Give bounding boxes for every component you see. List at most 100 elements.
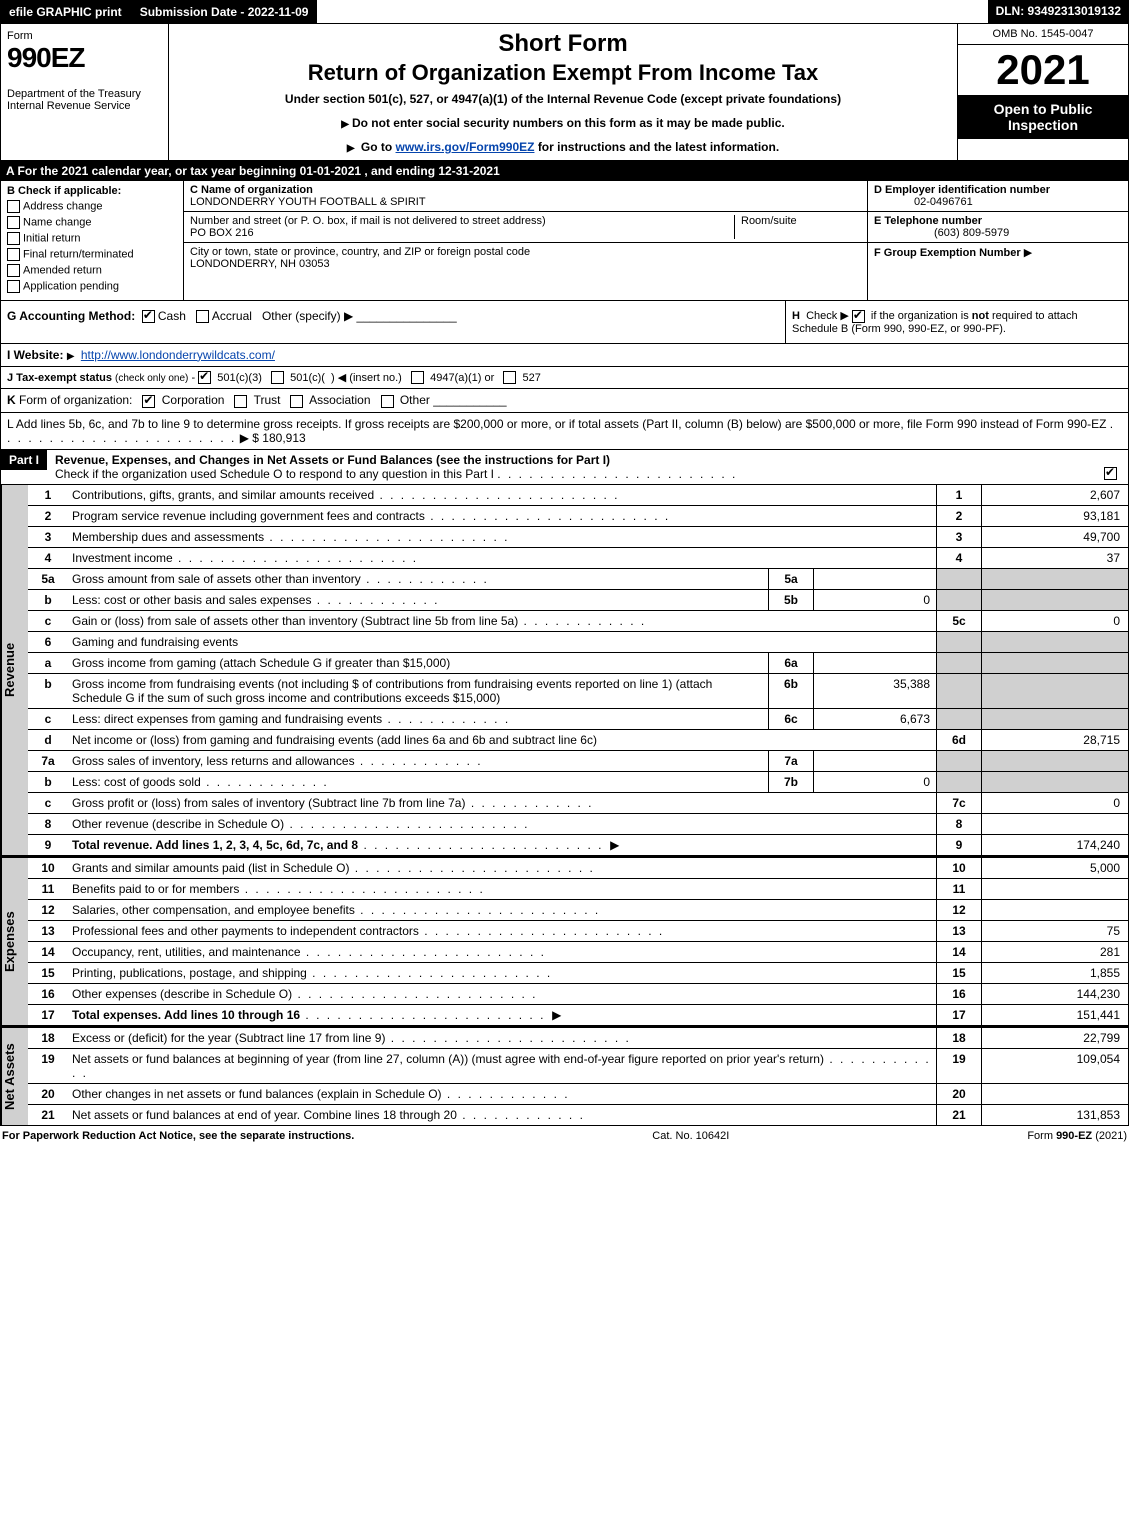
d-ein: D Employer identification number 02-0496… — [868, 181, 1128, 212]
spacer — [317, 0, 987, 24]
line-1: 1Contributions, gifts, grants, and simil… — [28, 485, 1128, 505]
page-footer: For Paperwork Reduction Act Notice, see … — [0, 1126, 1129, 1146]
line-4: 4Investment income437 — [28, 547, 1128, 568]
line-10: 10Grants and similar amounts paid (list … — [28, 858, 1128, 878]
c-street: Number and street (or P. O. box, if mail… — [184, 212, 867, 243]
chk-501c3[interactable] — [198, 371, 211, 384]
i-lbl: I Website: — [7, 348, 63, 362]
chk-address-change[interactable]: Address change — [7, 200, 177, 213]
col-def: D Employer identification number 02-0496… — [867, 181, 1128, 300]
chk-4947[interactable] — [411, 371, 424, 384]
col-b: B Check if applicable: Address change Na… — [1, 181, 184, 300]
line-9: 9Total revenue. Add lines 1, 2, 3, 4, 5c… — [28, 834, 1128, 855]
section-b-to-f: B Check if applicable: Address change Na… — [0, 181, 1129, 301]
chk-initial-return[interactable]: Initial return — [7, 232, 177, 245]
phone-val: (603) 809-5979 — [874, 227, 1009, 239]
col-c: C Name of organization LONDONDERRY YOUTH… — [184, 181, 867, 300]
line-16: 16Other expenses (describe in Schedule O… — [28, 983, 1128, 1004]
ein-val: 02-0496761 — [874, 196, 973, 208]
accrual-lbl: Accrual — [212, 309, 252, 323]
chk-other[interactable] — [381, 395, 394, 408]
h-lbl: H — [792, 310, 800, 322]
line-14: 14Occupancy, rent, utilities, and mainte… — [28, 941, 1128, 962]
section-g-h: G Accounting Method: Cash Accrual Other … — [0, 301, 1129, 344]
dots — [497, 467, 737, 481]
chk-corp[interactable] — [142, 395, 155, 408]
irs-link[interactable]: www.irs.gov/Form990EZ — [396, 140, 535, 154]
chk-h[interactable] — [852, 310, 865, 323]
line-7b: bLess: cost of goods sold7b0 — [28, 771, 1128, 792]
revenue-section: Revenue 1Contributions, gifts, grants, a… — [0, 485, 1129, 856]
line-21: 21Net assets or fund balances at end of … — [28, 1104, 1128, 1125]
chk-final-return[interactable]: Final return/terminated — [7, 248, 177, 261]
line-6d: dNet income or (loss) from gaming and fu… — [28, 729, 1128, 750]
phone-lbl: E Telephone number — [874, 215, 982, 227]
footer-left: For Paperwork Reduction Act Notice, see … — [2, 1130, 354, 1142]
l-amt: 180,913 — [262, 431, 305, 445]
h-text: Check ▶ if the organization is not requi… — [792, 310, 1078, 335]
city-val: LONDONDERRY, NH 03053 — [190, 258, 330, 270]
dln: DLN: 93492313019132 — [988, 0, 1129, 24]
line-7c: cGross profit or (loss) from sales of in… — [28, 792, 1128, 813]
part1-header: Part I Revenue, Expenses, and Changes in… — [0, 450, 1129, 485]
part1-title: Revenue, Expenses, and Changes in Net As… — [55, 453, 610, 467]
tax-year: 2021 — [958, 45, 1128, 95]
line-5b: bLess: cost or other basis and sales exp… — [28, 589, 1128, 610]
line-12: 12Salaries, other compensation, and empl… — [28, 899, 1128, 920]
omb-number: OMB No. 1545-0047 — [958, 24, 1128, 45]
arrow-icon — [67, 348, 78, 362]
public-inspection: Open to Public Inspection — [958, 95, 1128, 139]
l-amt-lbl: ▶ $ — [240, 431, 263, 445]
line-6b: bGross income from fundraising events (n… — [28, 673, 1128, 708]
line-5c: cGain or (loss) from sale of assets othe… — [28, 610, 1128, 631]
line-8: 8Other revenue (describe in Schedule O)8 — [28, 813, 1128, 834]
department: Department of the Treasury Internal Reve… — [7, 88, 162, 112]
expenses-side-label: Expenses — [1, 858, 28, 1025]
line-20: 20Other changes in net assets or fund ba… — [28, 1083, 1128, 1104]
c-city: City or town, state or province, country… — [184, 243, 867, 273]
header-right: OMB No. 1545-0047 2021 Open to Public In… — [957, 24, 1128, 160]
netassets-side-label: Net Assets — [1, 1028, 28, 1125]
chk-527[interactable] — [503, 371, 516, 384]
e-phone: E Telephone number (603) 809-5979 — [868, 212, 1128, 243]
goto-prefix: Go to — [361, 140, 396, 154]
efile-print-button[interactable]: efile GRAPHIC print — [0, 0, 131, 24]
line-17: 17Total expenses. Add lines 10 through 1… — [28, 1004, 1128, 1025]
chk-assoc[interactable] — [290, 395, 303, 408]
part1-sub: Check if the organization used Schedule … — [55, 467, 494, 481]
line-15: 15Printing, publications, postage, and s… — [28, 962, 1128, 983]
form-990ez-page: efile GRAPHIC print Submission Date - 20… — [0, 0, 1129, 1146]
header-mid: Short Form Return of Organization Exempt… — [169, 24, 957, 160]
note-ssn: Do not enter social security numbers on … — [179, 116, 947, 130]
line-13: 13Professional fees and other payments t… — [28, 920, 1128, 941]
website-link[interactable]: http://www.londonderrywildcats.com/ — [81, 348, 275, 362]
chk-501c[interactable] — [271, 371, 284, 384]
line-k: K Form of organization: Corporation Trus… — [0, 389, 1129, 412]
expenses-lines: 10Grants and similar amounts paid (list … — [28, 858, 1128, 1025]
line-6a: aGross income from gaming (attach Schedu… — [28, 652, 1128, 673]
h-box: H Check ▶ if the organization is not req… — [785, 301, 1128, 343]
line-l: L Add lines 5b, 6c, and 7b to line 9 to … — [0, 413, 1129, 450]
line-5a: 5aGross amount from sale of assets other… — [28, 568, 1128, 589]
room-suite: Room/suite — [734, 215, 861, 239]
chk-amended-return[interactable]: Amended return — [7, 264, 177, 277]
line-j: J Tax-exempt status (check only one) - 5… — [0, 367, 1129, 390]
chk-accrual[interactable] — [196, 310, 209, 323]
street-lbl: Number and street (or P. O. box, if mail… — [190, 215, 546, 227]
chk-application-pending[interactable]: Application pending — [7, 280, 177, 293]
f-group: F Group Exemption Number ▶ — [868, 243, 1128, 262]
g-lbl: G Accounting Method: — [7, 309, 135, 323]
line-6c: cLess: direct expenses from gaming and f… — [28, 708, 1128, 729]
chk-trust[interactable] — [234, 395, 247, 408]
arrow-icon — [347, 140, 358, 154]
line-i: I Website: http://www.londonderrywildcat… — [0, 344, 1129, 367]
c-name-lbl: C Name of organization — [190, 184, 313, 196]
chk-name-change[interactable]: Name change — [7, 216, 177, 229]
top-bar: efile GRAPHIC print Submission Date - 20… — [0, 0, 1129, 24]
ein-lbl: D Employer identification number — [874, 184, 1050, 196]
chk-schedule-o[interactable] — [1104, 467, 1117, 480]
header-left: Form 990EZ Department of the Treasury In… — [1, 24, 169, 160]
chk-cash[interactable] — [142, 310, 155, 323]
group-lbl: F Group Exemption Number — [874, 247, 1021, 259]
subtitle: Under section 501(c), 527, or 4947(a)(1)… — [179, 92, 947, 106]
